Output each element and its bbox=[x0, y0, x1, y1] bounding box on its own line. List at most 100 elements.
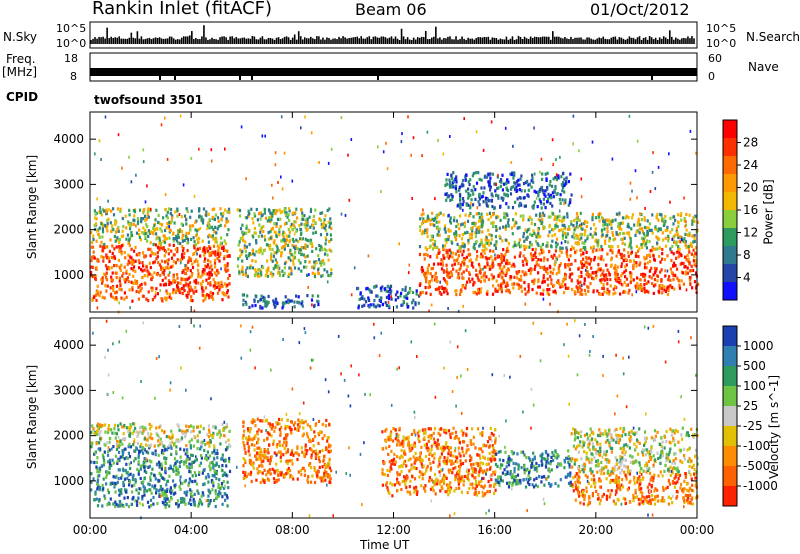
cell-0-5 bbox=[692, 268, 695, 272]
cell-0-1 bbox=[169, 228, 172, 232]
cell-0-7 bbox=[468, 182, 471, 187]
cell-0-1 bbox=[92, 234, 95, 238]
cell-0-5 bbox=[511, 282, 514, 286]
cell-0-5 bbox=[497, 283, 500, 287]
cell-0-0 bbox=[128, 255, 132, 259]
sparse-echo-0 bbox=[449, 135, 451, 138]
cell-0-7 bbox=[538, 198, 541, 202]
cell-0-5 bbox=[654, 269, 657, 273]
cell-0-1 bbox=[152, 242, 155, 246]
cell-1-2 bbox=[321, 476, 324, 480]
cell-0-6 bbox=[618, 211, 621, 215]
cell-0-1 bbox=[95, 239, 98, 243]
cell-0-6 bbox=[490, 215, 493, 219]
nsky-tick-bottom: 10^0 bbox=[56, 37, 87, 50]
cell-0-6 bbox=[655, 228, 659, 232]
sparse-echo-0 bbox=[450, 251, 452, 255]
cell-1-0 bbox=[186, 454, 189, 458]
cell-0-5 bbox=[548, 250, 551, 254]
cell-0-0 bbox=[125, 269, 128, 273]
sparse-echo-0 bbox=[447, 307, 449, 310]
cell-0-7 bbox=[560, 175, 563, 179]
cell-0-7 bbox=[559, 201, 562, 205]
cell-0-0 bbox=[161, 271, 164, 275]
cell-0-6 bbox=[478, 230, 481, 234]
cell-0-7 bbox=[510, 172, 513, 177]
cell-1-0 bbox=[175, 468, 178, 473]
cell-1-0 bbox=[212, 463, 215, 467]
nave-tick-top: 60 bbox=[708, 52, 722, 65]
cell-0-0 bbox=[177, 281, 180, 285]
cell-0-2 bbox=[263, 208, 267, 212]
cell-0-2 bbox=[318, 217, 321, 221]
cell-1-2 bbox=[263, 450, 266, 454]
cell-1-0 bbox=[187, 481, 190, 485]
colorbar-tick-label-0-3: 16 bbox=[743, 203, 758, 217]
cell-0-1 bbox=[142, 217, 145, 221]
cell-0-6 bbox=[575, 233, 578, 237]
cell-0-7 bbox=[489, 176, 492, 180]
cell-0-7 bbox=[545, 177, 548, 181]
cell-1-0 bbox=[150, 503, 153, 508]
cell-0-2 bbox=[288, 230, 291, 234]
cell-0-6 bbox=[439, 211, 442, 215]
cell-1-0 bbox=[158, 494, 161, 498]
cell-0-7 bbox=[454, 186, 457, 191]
cell-0-6 bbox=[591, 234, 594, 238]
cell-1-0 bbox=[161, 490, 164, 494]
cell-0-2 bbox=[292, 239, 295, 244]
sparse-echo-0 bbox=[304, 115, 306, 119]
cell-0-2 bbox=[236, 264, 239, 268]
cell-0-2 bbox=[278, 227, 281, 231]
cell-0-6 bbox=[592, 245, 595, 249]
cell-1-0 bbox=[141, 503, 144, 507]
cell-0-6 bbox=[495, 243, 498, 247]
cell-0-6 bbox=[495, 228, 498, 232]
cell-0-6 bbox=[643, 225, 647, 230]
nave-band bbox=[90, 68, 697, 76]
cell-0-1 bbox=[220, 212, 223, 216]
cell-1-1 bbox=[198, 430, 201, 434]
cell-0-6 bbox=[626, 231, 629, 235]
cell-1-0 bbox=[213, 498, 216, 502]
cell-0-5 bbox=[625, 283, 628, 288]
sparse-echo-0 bbox=[154, 291, 157, 295]
cell-0-6 bbox=[489, 241, 492, 245]
cell-0-2 bbox=[282, 245, 285, 249]
cell-1-0 bbox=[137, 469, 140, 473]
cell-1-1 bbox=[106, 441, 109, 445]
cell-0-4 bbox=[394, 298, 397, 302]
cell-0-7 bbox=[483, 186, 486, 190]
cell-0-0 bbox=[197, 281, 200, 285]
cell-1-0 bbox=[190, 494, 193, 498]
cell-1-1 bbox=[129, 423, 132, 427]
cell-0-5 bbox=[557, 279, 560, 283]
cell-0-5 bbox=[666, 292, 670, 297]
cell-1-2 bbox=[242, 440, 245, 444]
cell-0-2 bbox=[253, 226, 256, 230]
cell-1-1 bbox=[208, 430, 211, 434]
colorbar-tick-label-0-1: 24 bbox=[743, 158, 758, 172]
cell-0-5 bbox=[445, 280, 448, 284]
cell-1-1 bbox=[182, 430, 185, 434]
cell-0-2 bbox=[264, 238, 267, 242]
cell-0-1 bbox=[215, 237, 218, 241]
cell-1-1 bbox=[207, 424, 210, 428]
cell-0-1 bbox=[107, 217, 110, 221]
cell-0-1 bbox=[221, 214, 224, 218]
sparse-echo-0 bbox=[407, 115, 409, 119]
cell-0-5 bbox=[512, 286, 515, 290]
cell-0-0 bbox=[156, 255, 159, 259]
cell-0-7 bbox=[518, 201, 521, 206]
cell-0-6 bbox=[507, 224, 510, 228]
cell-0-6 bbox=[432, 247, 435, 251]
cell-0-1 bbox=[106, 229, 109, 233]
cell-0-0 bbox=[168, 282, 171, 286]
cell-0-5 bbox=[505, 259, 508, 263]
sparse-echo-0 bbox=[683, 196, 685, 200]
cell-0-5 bbox=[542, 273, 545, 278]
cell-0-0 bbox=[159, 283, 162, 287]
cell-0-2 bbox=[273, 239, 276, 243]
cell-1-0 bbox=[184, 452, 187, 456]
cell-0-4 bbox=[415, 292, 418, 296]
